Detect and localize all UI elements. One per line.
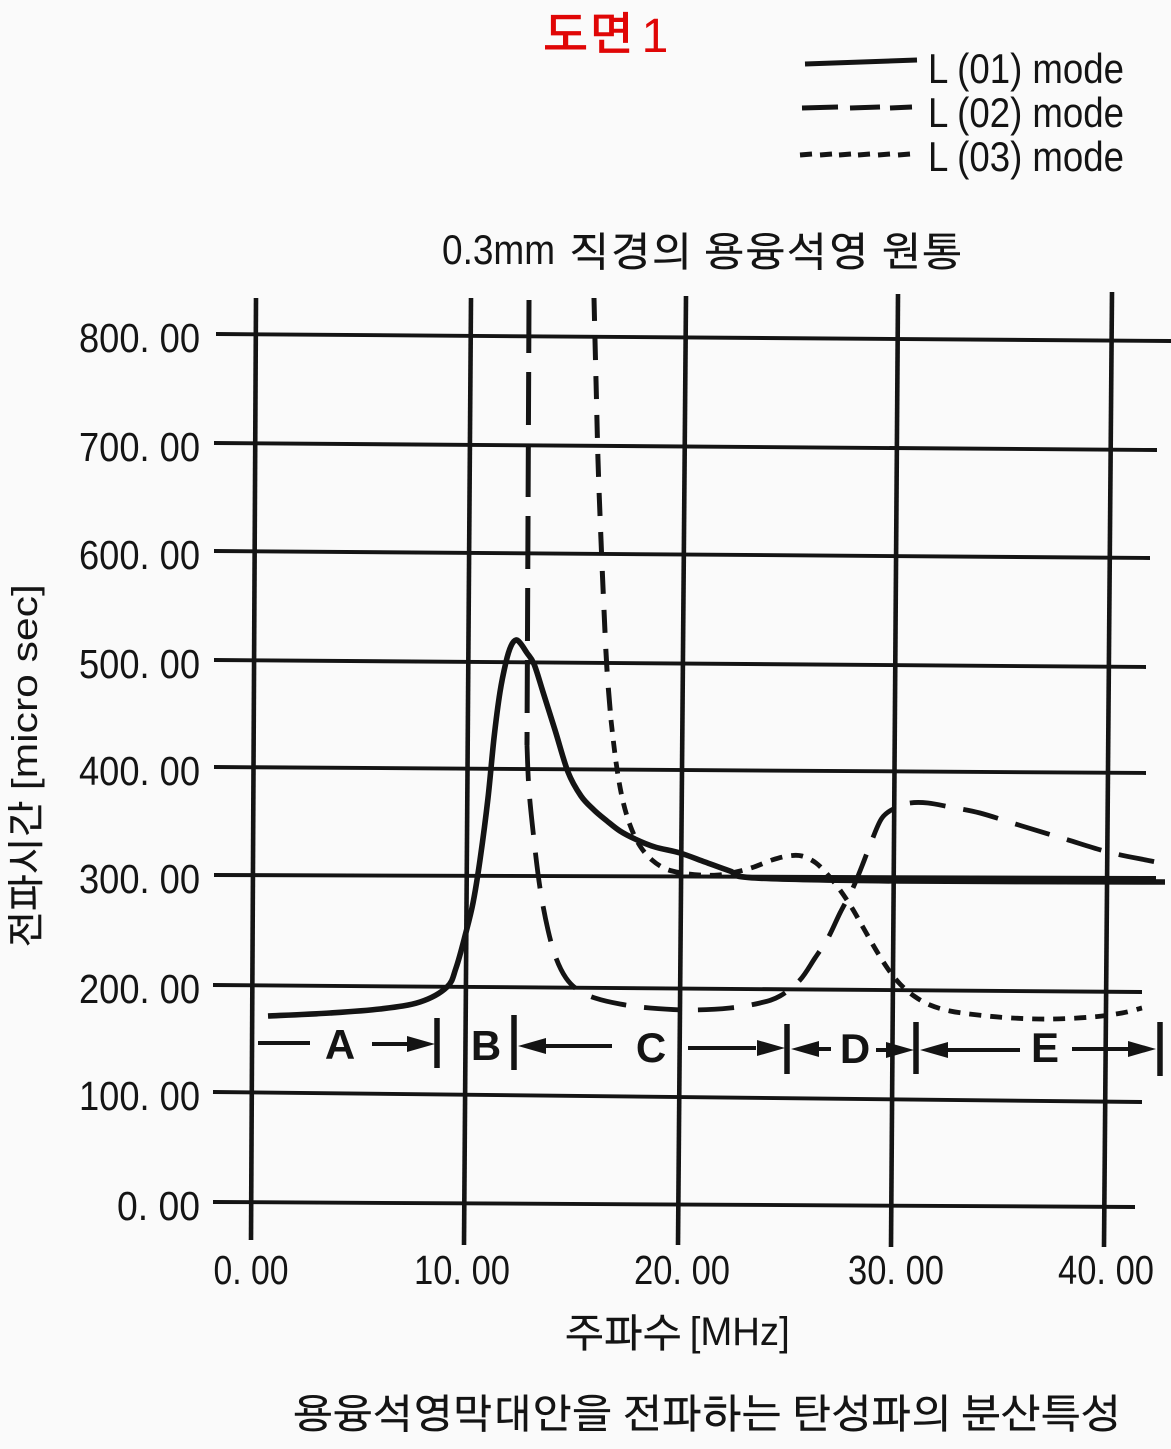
svg-text:E: E [1031, 1024, 1059, 1071]
svg-text:B: B [471, 1022, 501, 1069]
svg-text:1: 1 [642, 10, 669, 63]
svg-text:[MHz]: [MHz] [690, 1310, 790, 1354]
svg-text:L (01) mode: L (01) mode [928, 45, 1124, 92]
svg-text:40. 00: 40. 00 [1058, 1247, 1154, 1293]
svg-text:500. 00: 500. 00 [79, 641, 200, 687]
svg-text:[micro sec]: [micro sec] [4, 584, 45, 790]
svg-text:0. 00: 0. 00 [117, 1183, 200, 1229]
svg-text:600. 00: 600. 00 [79, 532, 200, 578]
svg-text:L (03) mode: L (03) mode [928, 133, 1124, 180]
svg-text:C: C [636, 1024, 666, 1071]
svg-text:0. 00: 0. 00 [214, 1247, 289, 1293]
svg-text:300. 00: 300. 00 [79, 856, 200, 902]
svg-text:30. 00: 30. 00 [848, 1247, 944, 1293]
svg-text:400. 00: 400. 00 [79, 748, 200, 794]
svg-text:800. 00: 800. 00 [79, 315, 200, 361]
svg-text:10. 00: 10. 00 [414, 1247, 510, 1293]
svg-text:L (02) mode: L (02) mode [928, 89, 1124, 136]
svg-text:A: A [325, 1021, 355, 1068]
svg-text:100. 00: 100. 00 [79, 1073, 200, 1119]
svg-text:D: D [840, 1025, 870, 1072]
svg-text:700. 00: 700. 00 [79, 424, 200, 470]
svg-text:200. 00: 200. 00 [79, 966, 200, 1012]
svg-text:20. 00: 20. 00 [634, 1247, 730, 1293]
svg-text:0.3mm: 0.3mm [442, 226, 555, 273]
